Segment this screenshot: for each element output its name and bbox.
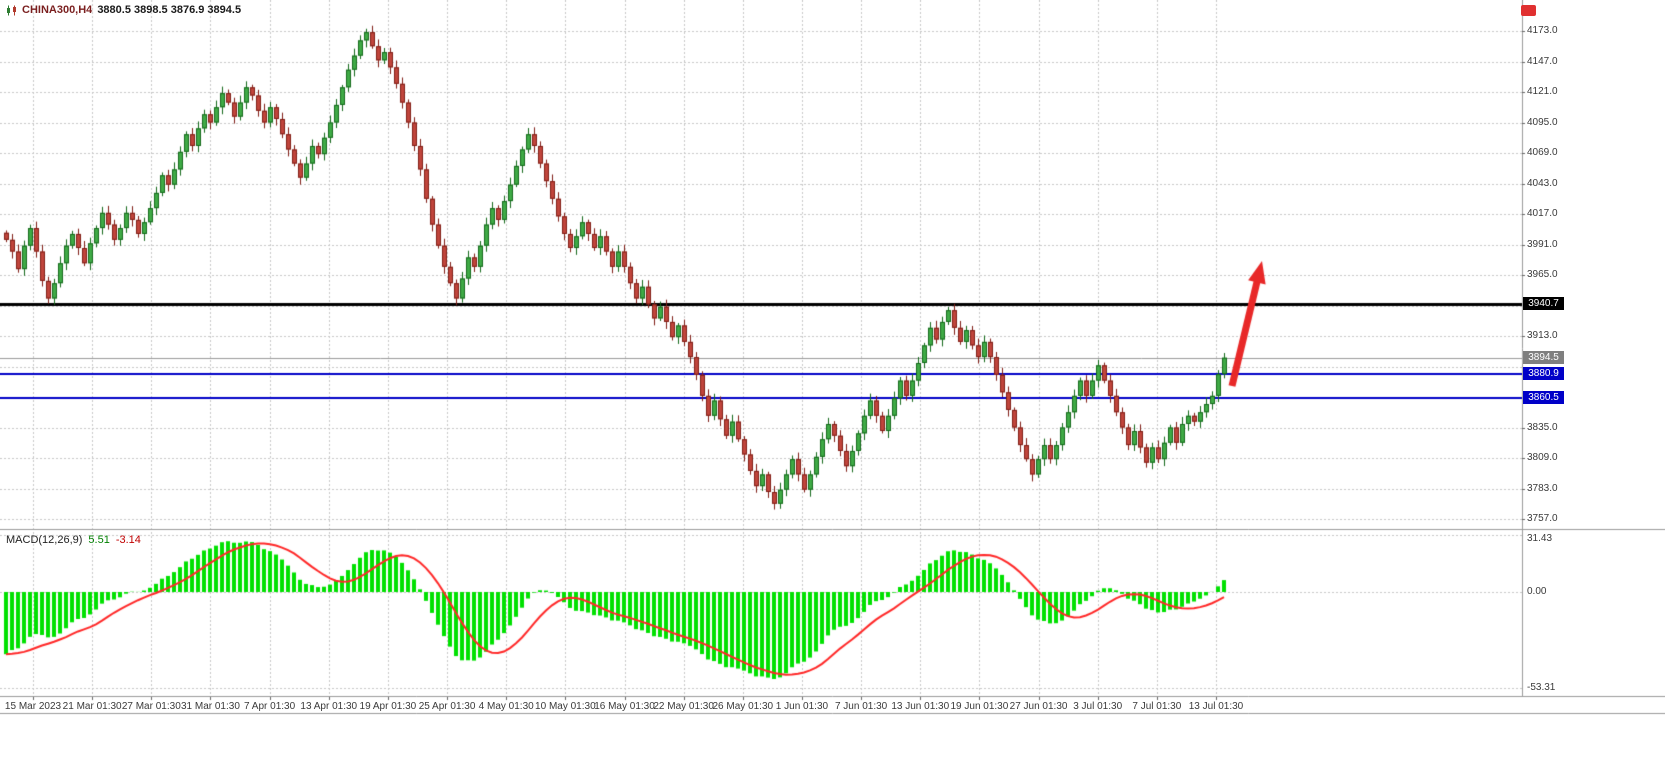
price-scale-label: 4173.0 <box>1527 25 1558 36</box>
price-tag: 3940.7 <box>1523 297 1564 310</box>
price-scale-label: 4043.0 <box>1527 177 1558 189</box>
time-axis-label: 25 Apr 01:30 <box>418 701 476 712</box>
macd-label: MACD(12,26,9) <box>6 534 83 546</box>
price-scale-label: 3965.0 <box>1527 269 1558 280</box>
time-axis-label: 10 May 01:30 <box>535 701 596 712</box>
price-scale-label: 4017.0 <box>1527 208 1558 219</box>
time-axis-label: 7 Apr 01:30 <box>244 701 296 712</box>
price-scale-label: 3835.0 <box>1527 421 1558 433</box>
time-axis-label: 31 Mar 01:30 <box>180 701 240 712</box>
time-axis-label: 27 Jun 01:30 <box>1009 701 1068 712</box>
price-tag: 3880.9 <box>1523 367 1564 381</box>
price-scale-label: 3913.0 <box>1527 330 1558 341</box>
price-scale-label: 4095.0 <box>1527 116 1558 128</box>
macd-signal-value: -3.14 <box>115 534 141 546</box>
time-axis-label: 26 May 01:30 <box>712 701 774 712</box>
bid-price-tag: 3894.5 <box>1523 351 1564 365</box>
time-axis-label: 13 Apr 01:30 <box>300 701 358 712</box>
time-axis-label: 19 Apr 01:30 <box>359 701 417 712</box>
time-axis-label: 7 Jul 01:30 <box>1132 701 1182 712</box>
time-axis-label: 7 Jun 01:30 <box>834 701 888 712</box>
price-tag: 3860.5 <box>1523 391 1564 405</box>
price-scale-label: 3809.0 <box>1527 452 1558 463</box>
time-axis-label: 13 Jul 01:30 <box>1188 701 1244 712</box>
candlestick-icon <box>6 5 17 16</box>
price-scale-label: 3757.0 <box>1527 513 1558 524</box>
symbol-quote-overlay: CHINA300,H4 3880.5 3898.5 3876.9 3894.5 <box>6 4 241 16</box>
time-axis-label: 21 Mar 01:30 <box>62 701 122 712</box>
macd-indicator-overlay: MACD(12,26,9) 5.51 -3.14 <box>6 534 141 546</box>
time-axis-label: 19 Jun 01:30 <box>950 701 1009 712</box>
price-scale-label: 4069.0 <box>1527 147 1558 158</box>
time-axis-label: 1 Jun 01:30 <box>775 701 829 712</box>
macd-scale-label: 31.43 <box>1527 533 1553 544</box>
macd-scale-label: -53.31 <box>1527 681 1556 693</box>
time-axis-label: 16 May 01:30 <box>594 701 655 712</box>
price-scale-label: 3991.0 <box>1527 238 1558 250</box>
time-axis-label: 27 Mar 01:30 <box>121 701 181 712</box>
time-axis-label: 22 May 01:30 <box>653 701 714 712</box>
price-scale-label: 4147.0 <box>1527 55 1558 67</box>
time-axis-label: 3 Jul 01:30 <box>1073 701 1123 712</box>
symbol-timeframe-label: CHINA300,H4 <box>22 4 93 16</box>
time-axis-label: 15 Mar 2023 <box>4 701 62 712</box>
macd-main-value: 5.51 <box>88 534 110 546</box>
price-scale-label: 4121.0 <box>1527 86 1558 97</box>
price-scale-label: 3783.0 <box>1527 482 1558 494</box>
alert-marker <box>1521 5 1536 16</box>
time-axis[interactable]: 15 Mar 2023 21 Mar 01:30 27 Mar 01:30 31 Ma… <box>0 697 1665 717</box>
time-axis-label: 4 May 01:30 <box>478 701 534 712</box>
macd-scale-label: 0.00 <box>1527 586 1547 597</box>
time-axis-label: 13 Jun 01:30 <box>891 701 950 712</box>
quote-ohlc-values: 3880.5 3898.5 3876.9 3894.5 <box>97 4 242 16</box>
